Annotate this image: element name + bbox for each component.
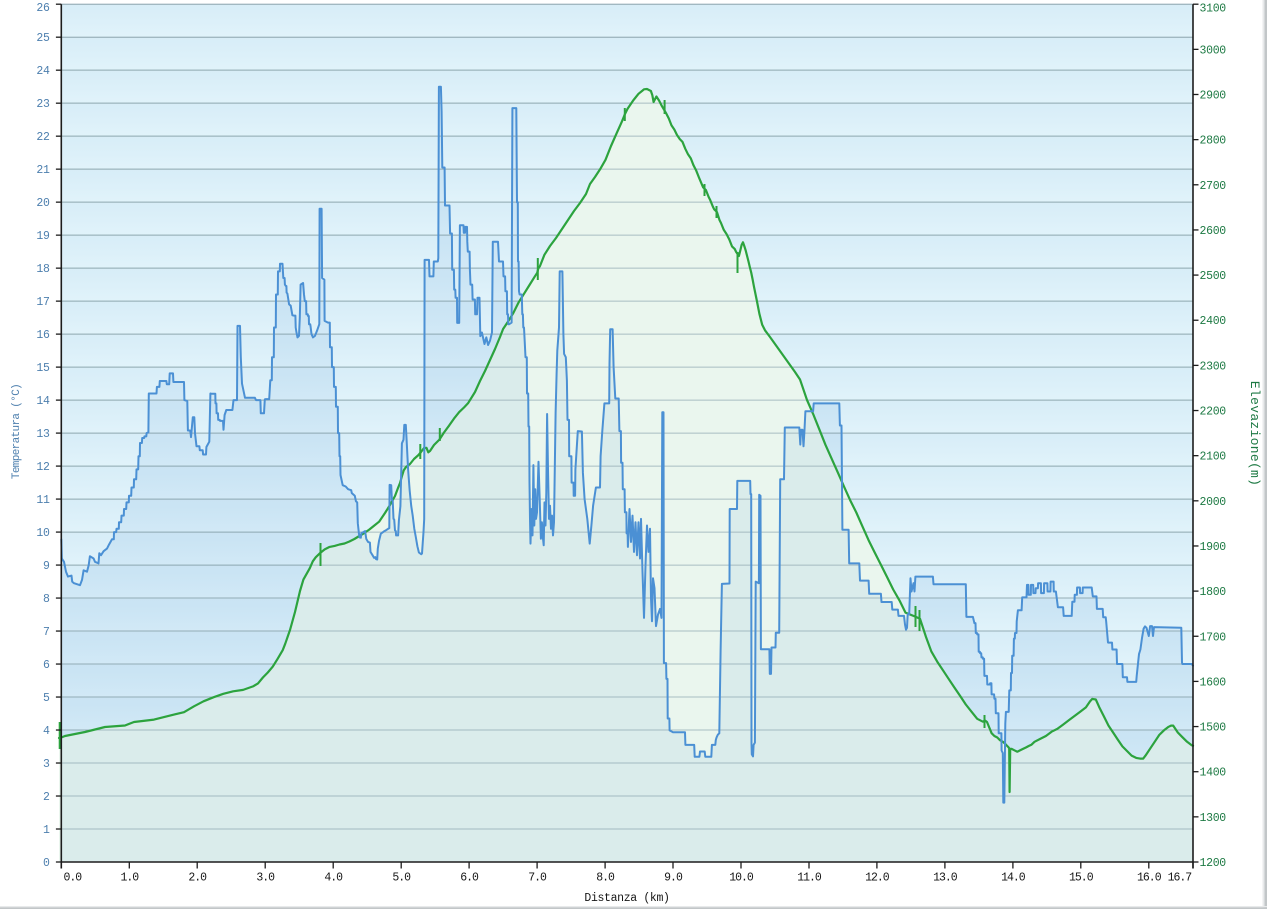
svg-text:1800: 1800	[1200, 586, 1227, 599]
svg-text:12: 12	[36, 461, 50, 474]
svg-text:Distanza (km): Distanza (km)	[584, 892, 669, 905]
svg-text:2700: 2700	[1200, 180, 1227, 193]
svg-text:3000: 3000	[1200, 44, 1227, 57]
svg-text:2100: 2100	[1200, 451, 1227, 464]
svg-text:1.0: 1.0	[120, 872, 139, 885]
svg-text:3.0: 3.0	[256, 872, 275, 885]
svg-text:6.0: 6.0	[460, 872, 479, 885]
svg-text:Temperatura (°C): Temperatura (°C)	[11, 384, 23, 479]
svg-text:2200: 2200	[1200, 406, 1227, 419]
svg-text:6: 6	[43, 659, 50, 672]
svg-text:10: 10	[36, 527, 50, 540]
svg-text:13.0: 13.0	[933, 872, 958, 885]
svg-text:2800: 2800	[1200, 135, 1227, 148]
svg-text:14: 14	[36, 395, 50, 408]
svg-text:16.0: 16.0	[1137, 872, 1162, 885]
svg-text:4: 4	[43, 725, 50, 738]
svg-text:16: 16	[36, 329, 50, 342]
svg-text:1400: 1400	[1200, 767, 1227, 780]
svg-text:23: 23	[36, 98, 50, 111]
svg-text:8.0: 8.0	[596, 872, 615, 885]
svg-text:16.7: 16.7	[1168, 872, 1192, 885]
svg-text:3100: 3100	[1200, 2, 1227, 15]
svg-text:7: 7	[43, 626, 50, 639]
svg-text:2300: 2300	[1200, 360, 1227, 373]
svg-text:0.0: 0.0	[63, 872, 82, 885]
svg-text:11.0: 11.0	[797, 872, 822, 885]
svg-text:5.0: 5.0	[392, 872, 411, 885]
svg-text:1200: 1200	[1200, 857, 1227, 870]
svg-text:20: 20	[36, 197, 50, 210]
svg-text:1900: 1900	[1200, 541, 1227, 554]
svg-text:24: 24	[36, 65, 50, 78]
svg-text:2500: 2500	[1200, 270, 1227, 283]
svg-text:3: 3	[43, 758, 50, 771]
svg-text:9: 9	[43, 560, 50, 573]
svg-text:0: 0	[43, 857, 50, 870]
svg-text:Elevazione(m): Elevazione(m)	[1247, 381, 1262, 486]
svg-text:5: 5	[43, 692, 50, 705]
svg-text:14.0: 14.0	[1001, 872, 1026, 885]
svg-text:1700: 1700	[1200, 631, 1227, 644]
svg-text:18: 18	[36, 263, 50, 276]
svg-text:15.0: 15.0	[1069, 872, 1094, 885]
svg-text:13: 13	[36, 428, 50, 441]
svg-text:2.0: 2.0	[188, 872, 207, 885]
svg-text:17: 17	[36, 296, 49, 309]
svg-text:22: 22	[36, 131, 50, 144]
svg-text:1500: 1500	[1200, 722, 1227, 735]
svg-text:2000: 2000	[1200, 496, 1227, 509]
svg-text:2600: 2600	[1200, 225, 1227, 238]
svg-text:10.0: 10.0	[729, 872, 754, 885]
svg-text:9.0: 9.0	[664, 872, 683, 885]
svg-text:2900: 2900	[1200, 90, 1227, 103]
svg-text:12.0: 12.0	[865, 872, 890, 885]
svg-text:11: 11	[36, 494, 50, 507]
svg-text:25: 25	[36, 32, 50, 45]
svg-text:4.0: 4.0	[324, 872, 343, 885]
svg-text:1300: 1300	[1200, 812, 1227, 825]
svg-text:8: 8	[43, 593, 50, 606]
svg-text:7.0: 7.0	[528, 872, 547, 885]
svg-text:19: 19	[36, 230, 50, 243]
svg-text:1: 1	[43, 824, 50, 837]
svg-text:26: 26	[36, 2, 50, 15]
svg-text:21: 21	[36, 164, 50, 177]
svg-text:2400: 2400	[1200, 315, 1227, 328]
svg-text:2: 2	[43, 791, 50, 804]
svg-text:1600: 1600	[1200, 676, 1227, 689]
svg-text:15: 15	[36, 362, 50, 375]
